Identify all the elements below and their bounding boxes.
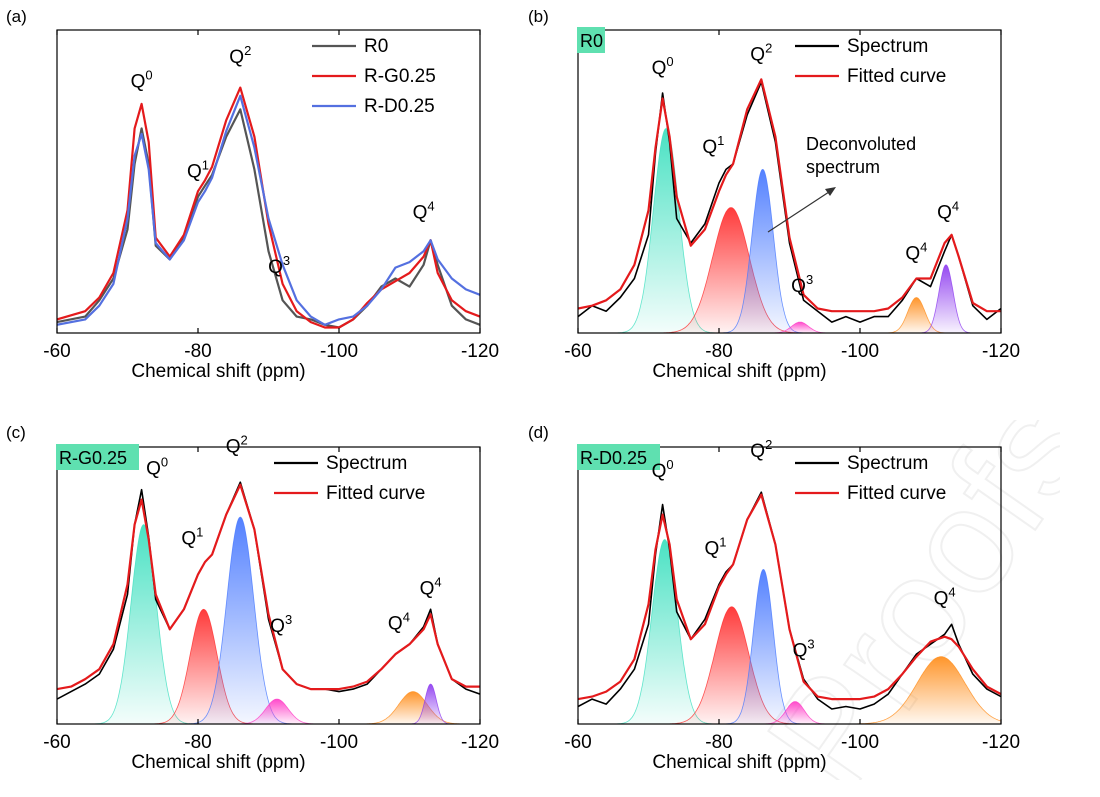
x-tick-label: -60	[43, 732, 70, 753]
x-axis-label: Chemical shift (ppm)	[652, 361, 826, 382]
peak-label: Q3	[791, 272, 813, 297]
sample-label: R0	[577, 27, 605, 53]
x-tick-label: -120	[982, 341, 1020, 362]
x-tick-label: -80	[705, 732, 732, 753]
sample-label-text: R0	[580, 31, 603, 51]
plot-area	[578, 491, 1001, 724]
peak-label: Q2	[229, 43, 251, 68]
legend-label: Spectrum	[847, 453, 928, 474]
series-fitted-curve	[578, 78, 1001, 313]
x-axis-label: Chemical shift (ppm)	[652, 752, 826, 773]
peak-label: Q2	[226, 432, 248, 457]
peak-label: Q4	[905, 239, 927, 264]
panel-d: (d) -60 -80 -100 -120 Chemical shift (ppm) R-D…	[528, 423, 1020, 773]
x-tick-label: -80	[184, 341, 211, 362]
peak-label: Q3	[793, 637, 815, 662]
x-tick-label: -100	[320, 732, 358, 753]
x-tick-label: -120	[461, 341, 499, 362]
axes-frame	[56, 29, 481, 334]
x-tick-label: -60	[564, 732, 591, 753]
legend: Spectrum Fitted curve	[795, 453, 946, 504]
component-q4	[821, 656, 1001, 724]
legend: Spectrum Fitted curve	[274, 453, 425, 504]
legend: Spectrum Fitted curve	[795, 36, 946, 87]
axes-frame	[577, 29, 1002, 334]
series-fitted-curve	[578, 493, 1001, 701]
x-tick-label: -100	[841, 732, 879, 753]
peak-label: Q0	[131, 68, 153, 93]
series-r-d0-25	[57, 94, 480, 326]
deconvoluted-annotation: Deconvoluted spectrum	[767, 134, 916, 233]
panel-letter: (a)	[6, 7, 27, 26]
panel-c: (c) -60 -80 -100 -120 Chemical shift (ppm) R-G…	[6, 423, 499, 773]
sample-label-text: R-D0.25	[580, 448, 647, 468]
peak-label: Q1	[704, 534, 726, 559]
sample-label: R-G0.25	[56, 444, 139, 470]
x-tick-label: -120	[461, 732, 499, 753]
plot-area	[57, 86, 480, 329]
x-tick-label: -120	[982, 732, 1020, 753]
peak-label: Q1	[187, 158, 209, 183]
x-axis-label: Chemical shift (ppm)	[131, 361, 305, 382]
annotation-arrow	[767, 189, 833, 233]
series-spectrum	[57, 481, 480, 700]
peak-label: Q4	[388, 609, 410, 634]
component-q4a	[342, 691, 480, 724]
plot-area	[578, 78, 1001, 333]
x-tick-label: -80	[705, 341, 732, 362]
annotation-line-2: spectrum	[806, 157, 880, 177]
peak-label: Q0	[652, 457, 674, 482]
panel-b: (b) -60 -80 -100 -120 Chemical shift (ppm) R0 S…	[528, 7, 1020, 382]
axes-frame	[56, 446, 481, 725]
plot-area	[57, 481, 480, 724]
legend-label: Fitted curve	[847, 483, 946, 504]
series-fitted-curve	[57, 483, 480, 691]
x-tick-label: -100	[841, 341, 879, 362]
arrow-head	[825, 187, 836, 196]
legend-label: Fitted curve	[847, 66, 946, 87]
peak-label: Q4	[420, 574, 442, 599]
legend-label: Fitted curve	[326, 483, 425, 504]
peak-label: Q0	[146, 455, 168, 480]
panel-letter: (d)	[528, 423, 549, 442]
x-tick-label: -80	[184, 732, 211, 753]
panel-letter: (c)	[6, 423, 26, 442]
peak-label: Q0	[652, 54, 674, 79]
legend: R0 R-G0.25 R-D0.25	[312, 36, 436, 117]
annotation-line-1: Deconvoluted	[806, 134, 916, 154]
legend-label: Spectrum	[326, 453, 407, 474]
peak-label: Q4	[413, 198, 435, 223]
legend-label: R0	[364, 36, 388, 57]
peak-label: Q2	[750, 437, 772, 462]
peak-label: Q4	[937, 198, 959, 223]
panel-letter: (b)	[528, 7, 549, 26]
axes-frame	[577, 446, 1002, 725]
peak-label: Q1	[181, 525, 203, 550]
legend-label: R-D0.25	[364, 96, 435, 117]
legend-label: R-G0.25	[364, 66, 436, 87]
x-tick-label: -60	[564, 341, 591, 362]
sample-label-text: R-G0.25	[59, 448, 127, 468]
x-tick-label: -60	[43, 341, 70, 362]
peak-label: Q3	[268, 253, 290, 278]
x-axis-label: Chemical shift (ppm)	[131, 752, 305, 773]
x-tick-label: -100	[320, 341, 358, 362]
sample-label: R-D0.25	[577, 444, 660, 470]
legend-label: Spectrum	[847, 36, 928, 57]
peak-label: Q4	[934, 584, 956, 609]
peak-label: Q1	[702, 133, 724, 158]
peak-label: Q3	[270, 612, 292, 637]
peak-label: Q2	[750, 40, 772, 65]
